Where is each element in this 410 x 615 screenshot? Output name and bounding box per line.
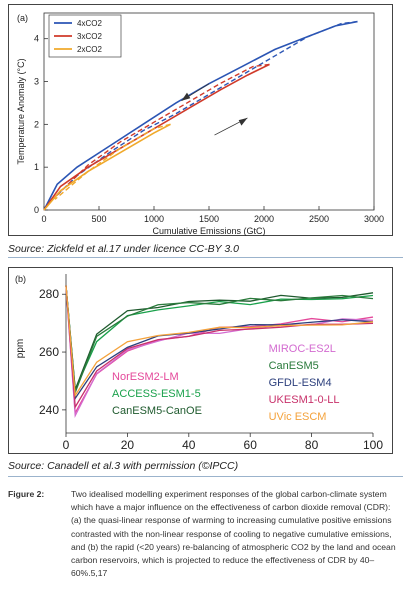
series-line-return xyxy=(54,63,270,198)
series-label: CanESM5-CanOE xyxy=(112,405,202,417)
series-label: NorESM2-LM xyxy=(112,371,179,383)
legend-label: 2xCO2 xyxy=(77,45,102,54)
x-tick-label: 2500 xyxy=(309,214,329,224)
legend-box xyxy=(48,14,122,58)
x-tick-label: 1000 xyxy=(144,214,164,224)
arrow-head xyxy=(238,117,248,126)
series-line xyxy=(43,63,270,211)
arrow-head xyxy=(181,92,191,101)
legend-label: 3xCO2 xyxy=(77,32,102,41)
x-tick-label: 2000 xyxy=(254,214,274,224)
series-line xyxy=(65,285,374,410)
series-label: ACCESS-ESM1-5 xyxy=(112,388,201,400)
y-tick-label: 4 xyxy=(34,34,39,44)
caption-text: Two idealised modelling experiment respo… xyxy=(71,489,396,579)
panel-a-plot: 0 500 1000 1500 2000 2500 3000 0 1 2 3 4 Cumulative … xyxy=(16,12,384,236)
series-label: MIROC-ES2L xyxy=(269,343,336,355)
x-tick-label: 80 xyxy=(305,438,319,452)
panel-b-chart: 0 20 40 60 80 100 240 260 280 ppm (b) NorESM2-LM ACC… xyxy=(8,267,393,454)
series-line xyxy=(43,20,358,211)
panel-b-source: Source: Canadell et al.3 with permission… xyxy=(8,460,239,472)
series-line-return xyxy=(54,20,358,198)
series-line xyxy=(65,285,374,393)
panel-label: (b) xyxy=(15,274,26,284)
y-tick-label: 280 xyxy=(39,287,59,301)
panel-a-source: Source: Zickfeld et al.17 under licence … xyxy=(8,243,239,255)
x-tick-label: 60 xyxy=(244,438,258,452)
panel-b-plot: 0 20 40 60 80 100 240 260 280 ppm (b) NorESM2-LM ACC… xyxy=(15,274,383,452)
y-tick-label: 240 xyxy=(39,403,59,417)
legend-label: 4xCO2 xyxy=(77,19,102,28)
y-tick-label: 1 xyxy=(34,162,39,172)
series-line-return xyxy=(54,123,171,200)
series-label: CanESM5 xyxy=(269,360,319,372)
y-tick-label: 3 xyxy=(34,77,39,87)
panel-label: (a) xyxy=(17,13,28,23)
x-tick-label: 500 xyxy=(91,214,106,224)
x-tick-label: 3000 xyxy=(364,214,384,224)
y-tick-label: 0 xyxy=(34,205,39,215)
divider xyxy=(8,257,403,258)
y-tick-label: 260 xyxy=(39,345,59,359)
panel-a-chart: 0 500 1000 1500 2000 2500 3000 0 1 2 3 4 Cumulative … xyxy=(8,4,393,236)
x-tick-label: 40 xyxy=(182,438,196,452)
series-label: GFDL-ESM4 xyxy=(269,377,332,389)
divider xyxy=(8,476,403,477)
series-label: UVic ESCM xyxy=(269,411,327,423)
series-line xyxy=(65,285,374,398)
x-tick-label: 100 xyxy=(363,438,383,452)
x-tick-label: 0 xyxy=(63,438,70,452)
y-axis-label: ppm xyxy=(15,339,26,358)
y-tick-label: 2 xyxy=(34,119,39,129)
x-tick-label: 1500 xyxy=(199,214,219,224)
series-line xyxy=(43,123,171,211)
series-label: UKESM1-0-LL xyxy=(269,394,340,406)
x-tick-label: 0 xyxy=(41,214,46,224)
y-axis-label: Temperature Anomaly (°C) xyxy=(16,58,26,164)
x-axis-label: Cumulative Emissions (GtC) xyxy=(152,226,265,236)
x-tick-label: 20 xyxy=(121,438,135,452)
series-line xyxy=(65,285,374,401)
caption-label: Figure 2: xyxy=(8,489,45,499)
